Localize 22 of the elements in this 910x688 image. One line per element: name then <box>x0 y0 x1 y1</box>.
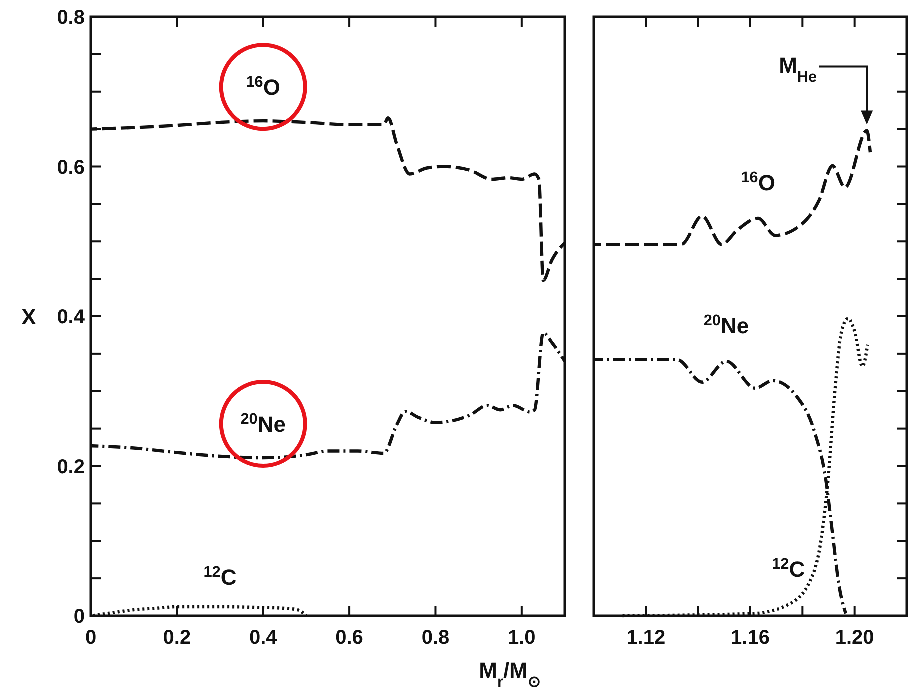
annotation: M$_{He}$ <box>779 52 818 86</box>
annotation: $^{20}$Ne <box>704 312 750 338</box>
x-tick-label: 1.20 <box>835 627 874 649</box>
annotation: $^{12}$C <box>204 564 237 590</box>
x-tick-label: 1.16 <box>731 627 770 649</box>
x-tick-label: 0.2 <box>163 627 192 649</box>
y-tick-label: 0.8 <box>57 7 85 29</box>
y-tick-label: 0.2 <box>57 456 85 478</box>
x-axis-title: M$_{r}$/M$_{⊙}$ <box>479 658 541 688</box>
annotation: $^{16}$O <box>741 168 776 196</box>
x-tick-label: 0.8 <box>422 627 450 649</box>
x-tick-label: 0.4 <box>249 627 278 649</box>
x-tick-label: 1.0 <box>508 627 536 649</box>
y-tick-label: 0.4 <box>57 306 86 328</box>
annotation: $^{16}$O <box>246 74 280 100</box>
y-tick-label: 0 <box>74 606 85 628</box>
y-tick-label: 0.6 <box>57 156 85 179</box>
annotation: $^{12}$C <box>772 555 806 582</box>
y-axis-title: X <box>22 304 37 330</box>
annotation: $^{20}$Ne <box>240 410 286 438</box>
x-tick-label: 0.6 <box>336 627 364 649</box>
x-tick-label: 1.12 <box>626 627 666 649</box>
